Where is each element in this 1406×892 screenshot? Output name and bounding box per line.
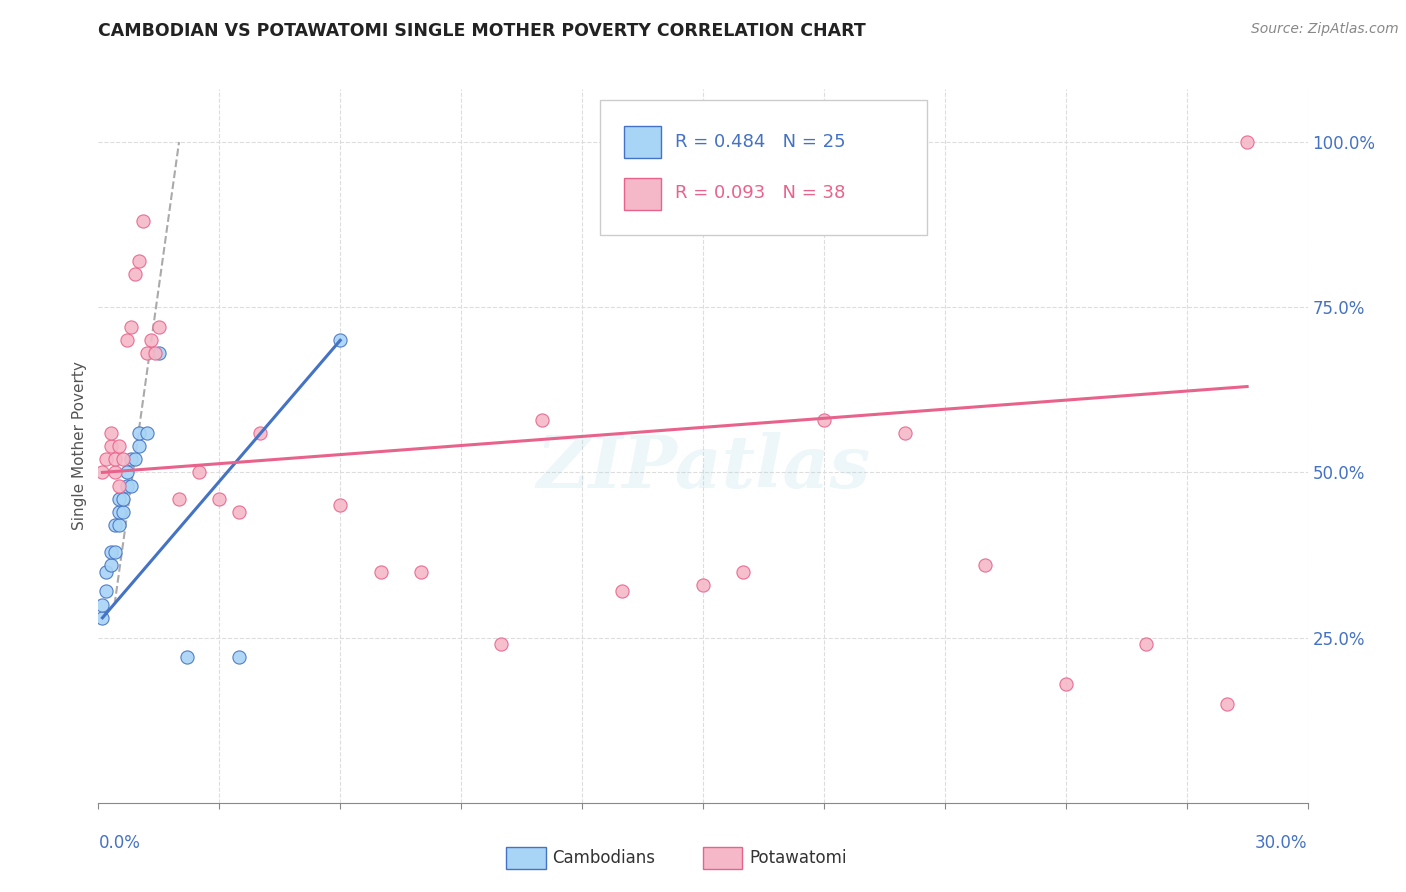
Point <box>128 425 150 440</box>
FancyBboxPatch shape <box>600 100 927 235</box>
Point <box>107 439 129 453</box>
Point <box>100 425 122 440</box>
Point <box>893 425 915 440</box>
Point <box>103 452 125 467</box>
Point <box>143 346 166 360</box>
Point <box>107 518 129 533</box>
Point <box>1054 677 1077 691</box>
Point <box>103 518 125 533</box>
Point <box>91 598 114 612</box>
Point <box>96 565 118 579</box>
Point <box>91 611 114 625</box>
Point <box>115 466 138 480</box>
Text: ZIPatlas: ZIPatlas <box>536 432 870 503</box>
Point <box>409 565 432 579</box>
Point <box>128 254 150 268</box>
Point <box>530 412 553 426</box>
Point <box>208 491 231 506</box>
Point <box>100 439 122 453</box>
Point <box>103 545 125 559</box>
Point <box>132 214 155 228</box>
Point <box>100 545 122 559</box>
Point <box>107 491 129 506</box>
Text: R = 0.093   N = 38: R = 0.093 N = 38 <box>675 185 845 202</box>
Point <box>115 333 138 347</box>
Point <box>733 565 755 579</box>
Point <box>128 439 150 453</box>
Point <box>100 558 122 572</box>
Point <box>188 466 211 480</box>
Point <box>176 650 198 665</box>
Point <box>103 466 125 480</box>
Point <box>91 466 114 480</box>
FancyBboxPatch shape <box>624 127 661 159</box>
Point <box>124 452 146 467</box>
Point <box>115 478 138 492</box>
Point <box>813 412 835 426</box>
Point <box>228 505 250 519</box>
Point <box>491 637 513 651</box>
Point <box>249 425 271 440</box>
FancyBboxPatch shape <box>624 178 661 210</box>
Point <box>692 578 714 592</box>
Point <box>329 333 352 347</box>
Point <box>148 320 170 334</box>
Point <box>96 452 118 467</box>
Point <box>370 565 392 579</box>
Point <box>96 584 118 599</box>
Point <box>1216 697 1239 711</box>
Text: 0.0%: 0.0% <box>98 834 141 852</box>
Point <box>974 558 997 572</box>
Point <box>135 346 157 360</box>
Point <box>135 425 157 440</box>
Point <box>111 491 134 506</box>
Point <box>111 452 134 467</box>
Point <box>1135 637 1157 651</box>
Point <box>1236 135 1258 149</box>
Point <box>612 584 634 599</box>
Point <box>107 505 129 519</box>
Point <box>120 478 142 492</box>
Text: 30.0%: 30.0% <box>1256 834 1308 852</box>
Text: Source: ZipAtlas.com: Source: ZipAtlas.com <box>1251 22 1399 37</box>
Point <box>139 333 162 347</box>
Point <box>148 346 170 360</box>
Text: CAMBODIAN VS POTAWATOMI SINGLE MOTHER POVERTY CORRELATION CHART: CAMBODIAN VS POTAWATOMI SINGLE MOTHER PO… <box>98 22 866 40</box>
Point <box>167 491 190 506</box>
Point <box>111 505 134 519</box>
Y-axis label: Single Mother Poverty: Single Mother Poverty <box>72 361 87 531</box>
Point <box>228 650 250 665</box>
Point <box>124 267 146 281</box>
Point <box>107 478 129 492</box>
Text: Potawatomi: Potawatomi <box>749 849 846 867</box>
Point <box>120 452 142 467</box>
Point <box>120 320 142 334</box>
Text: R = 0.484   N = 25: R = 0.484 N = 25 <box>675 133 846 151</box>
Text: Cambodians: Cambodians <box>553 849 655 867</box>
Point <box>329 499 352 513</box>
